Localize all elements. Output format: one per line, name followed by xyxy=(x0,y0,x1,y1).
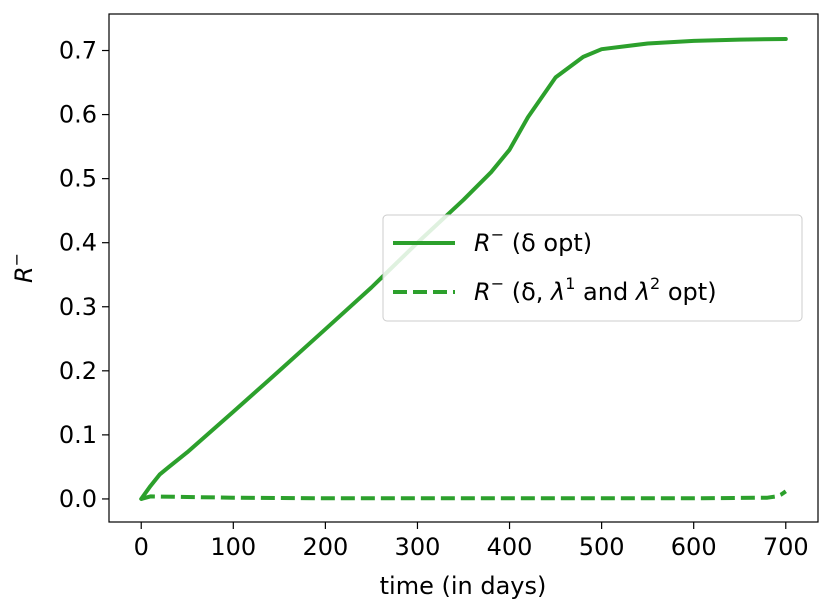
y-tick-label: 0.3 xyxy=(59,293,97,321)
x-axis-label: time (in days) xyxy=(380,572,547,600)
ticks-layer: 0 100 200 300 400 500 600 700 0.0 0.1 0.2 0.3 0.4 0.5… xyxy=(59,37,809,561)
legend-box xyxy=(382,214,803,322)
x-tick-label: 300 xyxy=(395,533,441,561)
series-line-dashed xyxy=(140,489,787,501)
y-tick-label: 0.4 xyxy=(59,229,97,257)
x-tick-label: 100 xyxy=(210,533,256,561)
x-tick-label: 200 xyxy=(302,533,348,561)
y-tick-label: 0.0 xyxy=(59,485,97,513)
x-tick-label: 700 xyxy=(763,533,809,561)
series-line-solid xyxy=(139,37,788,501)
x-tick-label: 500 xyxy=(579,533,625,561)
legend-entry-dashed: R− (δ, λ1 and λ2 opt) xyxy=(474,274,717,306)
y-axis-label: R− xyxy=(7,253,38,283)
plot-frame xyxy=(108,13,819,523)
legend-entry-solid: R− (δ opt) xyxy=(474,225,592,257)
y-tick-label: 0.1 xyxy=(59,421,97,449)
y-tick-label: 0.5 xyxy=(59,165,97,193)
series-layer xyxy=(139,37,788,501)
svg-text:R−: R− xyxy=(7,253,38,283)
y-tick-label: 0.2 xyxy=(59,357,97,385)
y-tick-label: 0.7 xyxy=(59,37,97,65)
x-tick-label: 600 xyxy=(671,533,717,561)
legend: R− (δ opt) R− (δ, λ1 and λ2 opt) xyxy=(382,214,803,322)
x-tick-label: 0 xyxy=(134,533,149,561)
x-tick-label: 400 xyxy=(487,533,533,561)
y-tick-label: 0.6 xyxy=(59,101,97,129)
